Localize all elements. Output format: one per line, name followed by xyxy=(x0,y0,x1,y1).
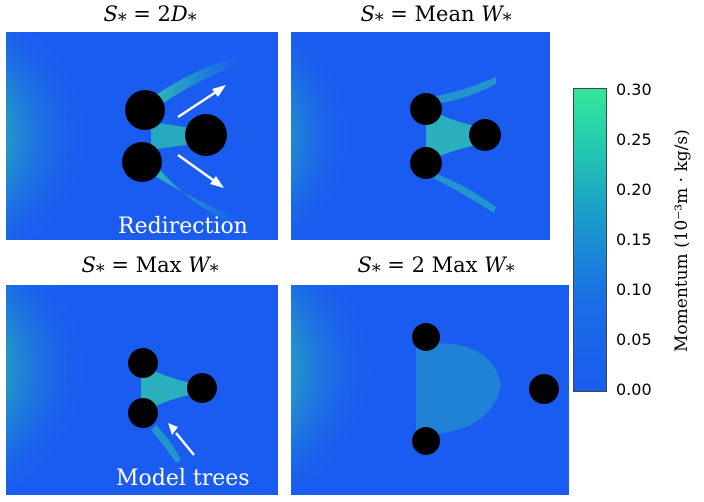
panel-title-3: S* = Max W* xyxy=(81,253,219,283)
momentum-panel-4 xyxy=(291,285,569,495)
colorbar-tick-label: 0.10 xyxy=(616,280,652,299)
colorbar-tick-label: 0.30 xyxy=(616,80,652,99)
tree-circle xyxy=(410,147,442,179)
tree-circle xyxy=(469,119,501,151)
panel-title-2: S* = Mean W* xyxy=(360,2,512,32)
arrow-model-trees xyxy=(175,432,195,456)
momentum-field-4 xyxy=(291,285,569,495)
tree-circle xyxy=(187,373,217,403)
momentum-field-2 xyxy=(291,32,550,240)
colorbar xyxy=(573,88,607,392)
colorbar-tick-label: 0.05 xyxy=(616,330,652,349)
tree-circle xyxy=(529,374,559,404)
tree-circle xyxy=(128,348,158,378)
panel-title-1: S* = 2D* xyxy=(103,2,197,32)
momentum-panel-3 xyxy=(6,285,278,495)
colorbar-tick-label: 0.00 xyxy=(616,380,652,399)
tree-circle xyxy=(185,114,227,156)
tree-circle xyxy=(412,427,440,455)
tree-circle xyxy=(128,398,158,428)
momentum-panel-2 xyxy=(291,32,550,240)
annotation-redirection: Redirection xyxy=(118,214,248,239)
arrow-down xyxy=(177,153,214,182)
momentum-field-1 xyxy=(6,32,278,240)
arrow-up xyxy=(177,90,217,119)
tree-circle xyxy=(410,93,442,125)
panel-title-4: S* = 2 Max W* xyxy=(357,253,515,283)
momentum-field-3 xyxy=(6,285,278,495)
momentum-panel-1 xyxy=(6,32,278,240)
tree-circle xyxy=(125,90,165,130)
tree-circle xyxy=(122,142,162,182)
colorbar-tick-label: 0.15 xyxy=(616,230,652,249)
colorbar-tick-label: 0.25 xyxy=(616,130,652,149)
tree-circle xyxy=(412,323,440,351)
colorbar-tick-label: 0.20 xyxy=(616,180,652,199)
annotation-model-trees: Model trees xyxy=(116,466,250,491)
colorbar-label: Momentum (10⁻³m · kg/s) xyxy=(672,129,692,352)
